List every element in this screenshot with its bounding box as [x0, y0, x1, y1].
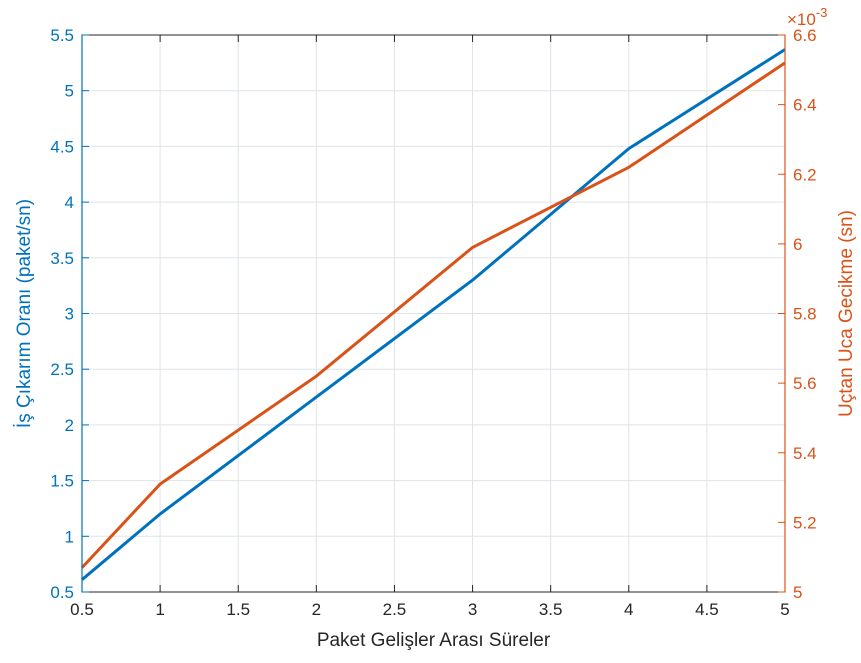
left-tick-label: 5.5	[50, 26, 74, 45]
right-tick-label: 5.6	[793, 374, 817, 393]
exponent-power: -3	[816, 5, 828, 20]
right-axis-title: Uçtan Uca Gecikme (sn)	[836, 210, 857, 417]
left-tick-label: 4.5	[50, 137, 74, 156]
left-tick-label: 2	[65, 416, 74, 435]
right-tick-label: 5	[793, 583, 802, 602]
left-tick-label: 5	[65, 82, 74, 101]
right-tick-label: 5.4	[793, 444, 817, 463]
x-tick-label: 4.5	[695, 600, 719, 619]
left-axis-ticks: 0.5 1 1.5 2 2.5 3 3.5 4 4.5 5 5.5	[50, 26, 89, 602]
x-tick-label: 2	[312, 600, 321, 619]
left-tick-label: 4	[65, 193, 74, 212]
x-tick-label: 3.5	[539, 600, 563, 619]
x-axis-ticks: 0.5 1 1.5 2 2.5 3 3.5 4 4.5 5	[70, 35, 790, 619]
right-tick-label: 5.8	[793, 305, 817, 324]
right-tick-label: 6.4	[793, 96, 817, 115]
right-tick-label: 6.6	[793, 26, 817, 45]
x-axis-title: Paket Gelişler Arası Süreler	[317, 630, 551, 651]
left-tick-label: 1	[65, 527, 74, 546]
x-tick-label: 4	[624, 600, 633, 619]
x-tick-label: 3	[468, 600, 477, 619]
right-axis-ticks: 5 5.2 5.4 5.6 5.8 6 6.2 6.4 6.6	[778, 26, 817, 602]
grid-lines	[81, 34, 786, 593]
left-tick-label: 3.5	[50, 249, 74, 268]
x-tick-label: 0.5	[70, 600, 94, 619]
left-tick-label: 0.5	[50, 583, 74, 602]
right-tick-label: 6	[793, 235, 802, 254]
x-tick-label: 1	[155, 600, 164, 619]
x-tick-label: 5	[780, 600, 789, 619]
right-tick-label: 5.2	[793, 513, 817, 532]
left-tick-label: 3	[65, 305, 74, 324]
right-tick-label: 6.2	[793, 165, 817, 184]
exponent-base: ×10	[787, 10, 816, 29]
x-tick-label: 2.5	[383, 600, 407, 619]
right-axis-exponent: ×10-3	[787, 5, 827, 29]
x-tick-label: 1.5	[226, 600, 250, 619]
left-tick-label: 2.5	[50, 360, 74, 379]
left-axis-title: İş Çıkarım Oranı (paket/sn)	[14, 199, 35, 428]
series-lines	[80, 48, 786, 581]
series-line-delay	[80, 61, 786, 569]
left-tick-label: 1.5	[50, 472, 74, 491]
series-line-throughput	[81, 48, 786, 581]
